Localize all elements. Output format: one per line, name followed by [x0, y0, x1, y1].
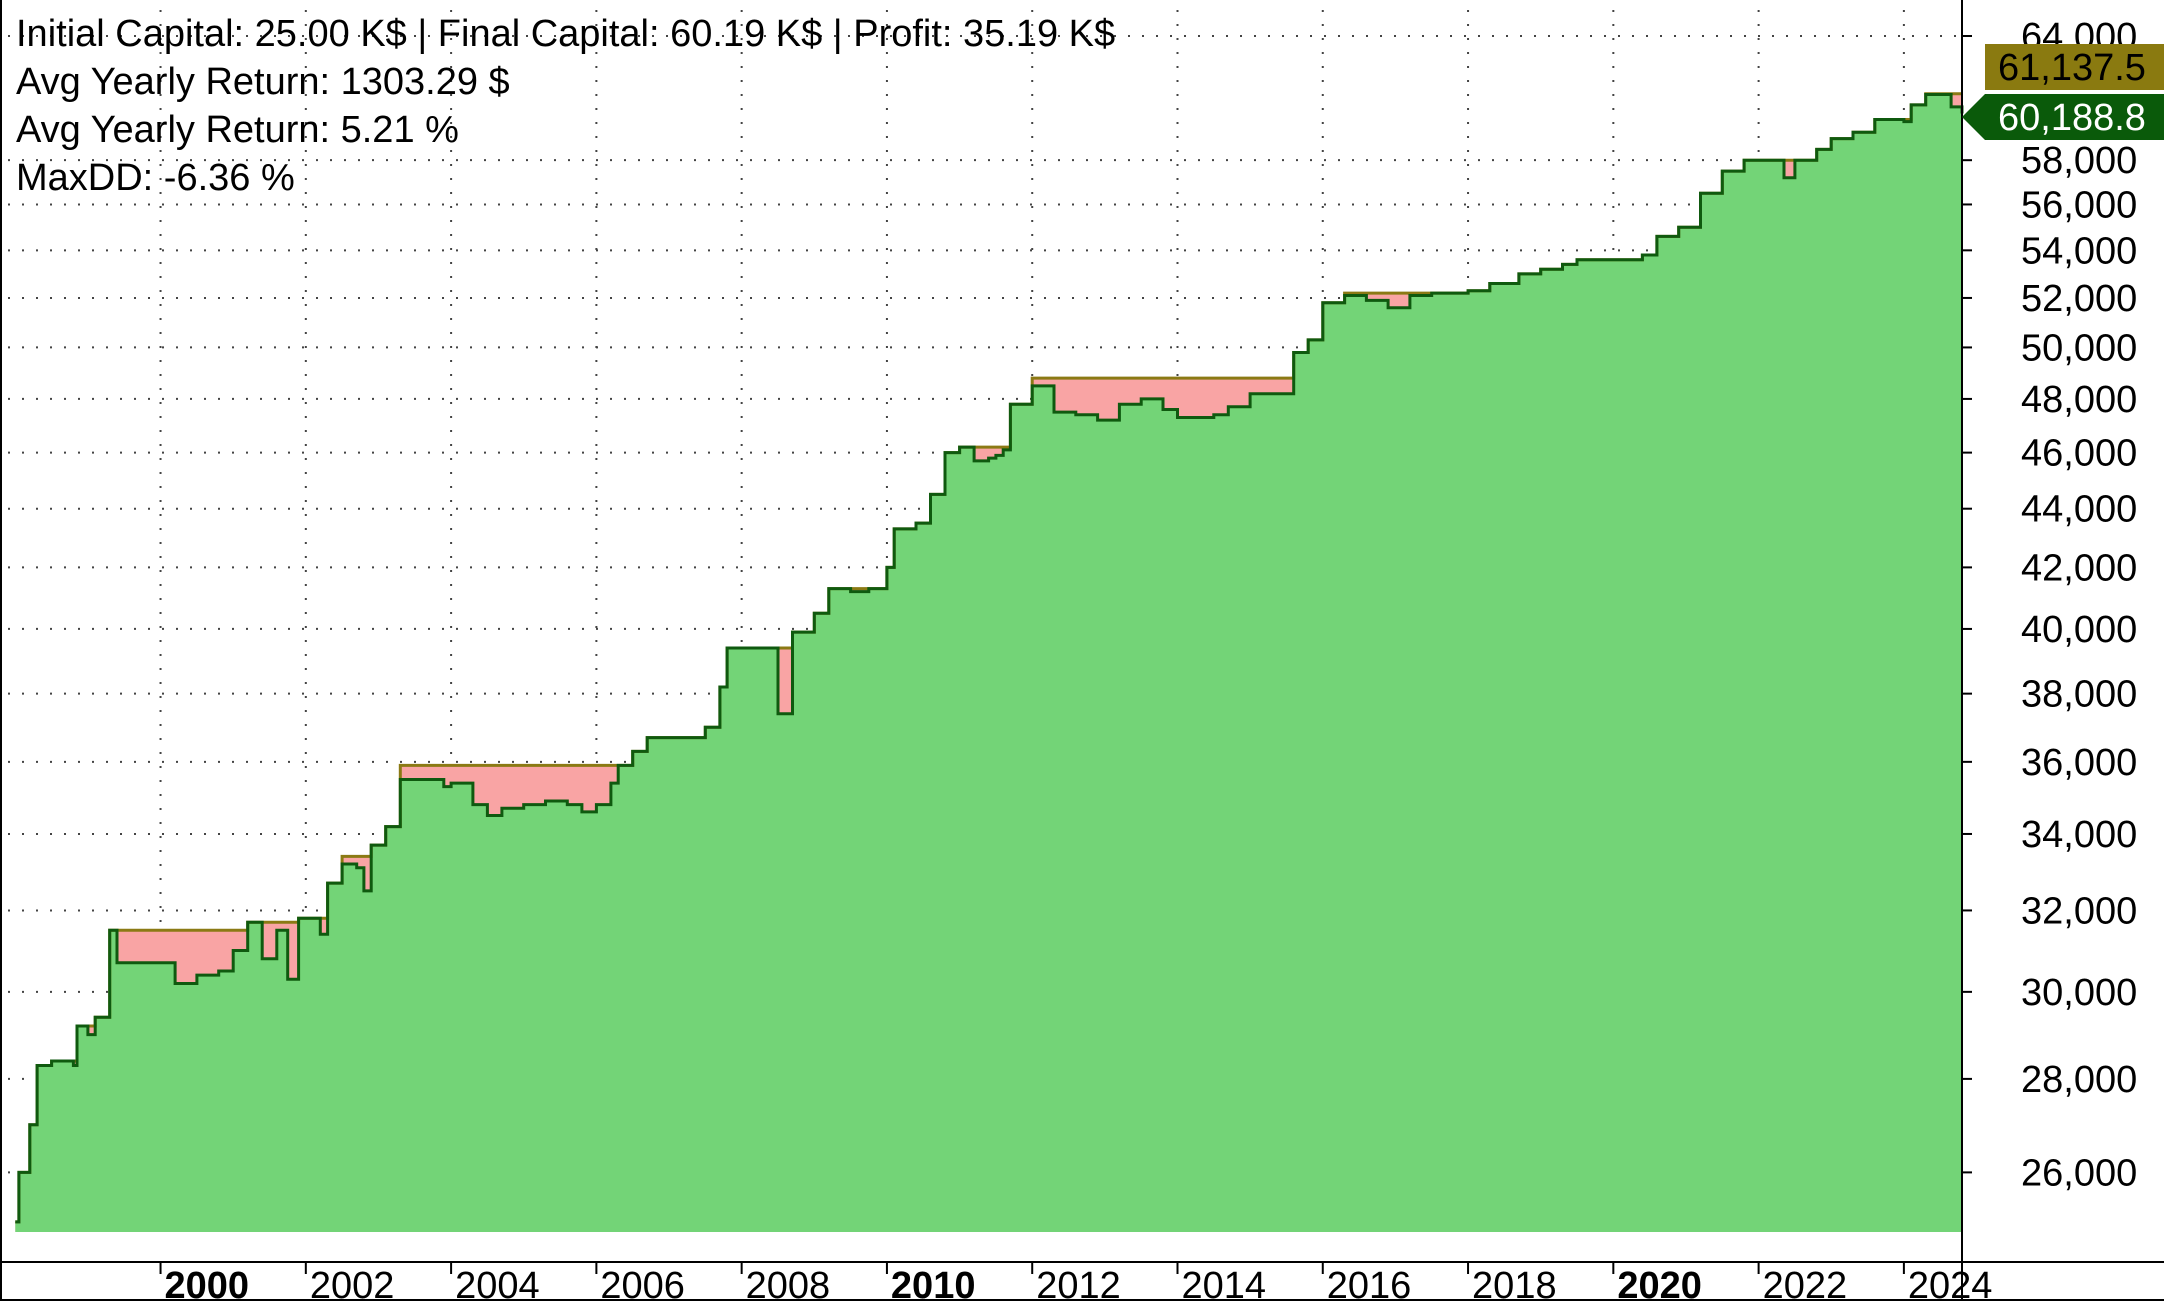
x-tick-label: 2016 — [1327, 1265, 1412, 1307]
y-tick-label: 30,000 — [2021, 972, 2137, 1014]
x-tick-label: 2002 — [310, 1265, 395, 1307]
price-tags: 61,137.5 60,188.8 — [1962, 44, 2164, 140]
equity-price-tag: 60,188.8 — [1962, 94, 2164, 140]
x-tick-label: 2004 — [455, 1265, 540, 1307]
x-tick-label: 2014 — [1181, 1265, 1266, 1307]
y-tick-label: 28,000 — [2021, 1059, 2137, 1101]
equity-price-tag-label: 60,188.8 — [1998, 97, 2146, 139]
y-tick-label: 46,000 — [2021, 433, 2137, 475]
x-tick-label: 2020 — [1617, 1265, 1702, 1307]
y-tick-label: 42,000 — [2021, 547, 2137, 589]
y-tick-label: 26,000 — [2021, 1152, 2137, 1194]
y-tick-label: 36,000 — [2021, 742, 2137, 784]
x-tick-label: 2012 — [1036, 1265, 1121, 1307]
y-tick-label: 32,000 — [2021, 890, 2137, 932]
stat-initial-final-profit: Initial Capital: 25.00 K$ | Final Capita… — [16, 13, 1115, 55]
peak-price-tag-label: 61,137.5 — [1998, 47, 2146, 89]
y-tick-label: 40,000 — [2021, 609, 2137, 651]
stat-max-drawdown: MaxDD: -6.36 % — [16, 157, 295, 199]
equity-area — [15, 93, 1962, 1233]
x-axis-ticks: 2000 2002 2004 2006 2008 2010 2012 2014 2016 2018… — [159, 1262, 1993, 1307]
y-tick-label: 50,000 — [2021, 327, 2137, 369]
stats-block: Initial Capital: 25.00 K$ | Final Capita… — [16, 13, 1115, 199]
x-tick-label: 2006 — [600, 1265, 685, 1307]
stat-avg-yearly-return-dollars: Avg Yearly Return: 1303.29 $ — [16, 61, 510, 103]
y-tick-label: 52,000 — [2021, 278, 2137, 320]
y-tick-label: 54,000 — [2021, 230, 2137, 272]
equity-line — [15, 93, 1964, 1224]
x-tick-label: 2000 — [165, 1265, 250, 1307]
y-tick-label: 58,000 — [2021, 140, 2137, 182]
x-tick-label: 2022 — [1763, 1265, 1848, 1307]
y-tick-label: 48,000 — [2021, 379, 2137, 421]
x-tick-label: 2008 — [746, 1265, 831, 1307]
peak-price-tag: 61,137.5 — [1985, 44, 2164, 90]
series-lines — [15, 92, 1964, 1224]
y-tick-label: 56,000 — [2021, 184, 2137, 226]
equity-fill-area — [15, 94, 1962, 1232]
x-tick-label: 2018 — [1472, 1265, 1557, 1307]
y-tick-label: 34,000 — [2021, 814, 2137, 856]
x-tick-label: 2024 — [1908, 1265, 1993, 1307]
x-tick-label: 2010 — [891, 1265, 976, 1307]
y-tick-label: 44,000 — [2021, 489, 2137, 531]
stat-avg-yearly-return-percent: Avg Yearly Return: 5.21 % — [16, 109, 459, 151]
y-tick-label: 38,000 — [2021, 674, 2137, 716]
